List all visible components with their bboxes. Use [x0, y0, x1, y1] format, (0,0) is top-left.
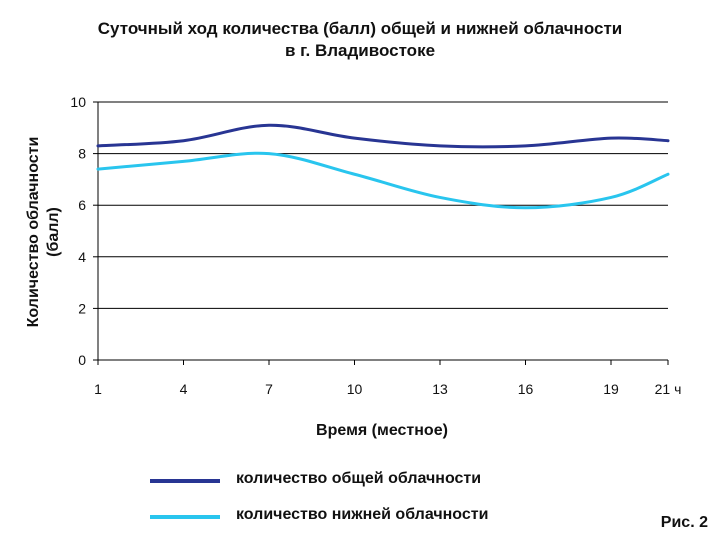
x-tick-label-19: 19 [603, 381, 619, 397]
series-line-low-cloudiness [96, 151, 670, 210]
y-axis-label-line-2: (балл) [45, 207, 62, 257]
y-tick-label-0: 0 [78, 352, 86, 368]
x-tick-label-13: 13 [432, 381, 448, 397]
legend-swatch-low [150, 515, 220, 519]
x-tick-label-16: 16 [518, 381, 534, 397]
series-lines [96, 123, 670, 210]
chart-title-line-2: в г. Владивостоке [284, 41, 436, 60]
y-tick-label-6: 6 [78, 197, 86, 213]
chart-title: Суточный ход количества (балл) общей и н… [0, 18, 720, 62]
x-tick-label-1: 1 [94, 381, 102, 397]
y-tick-label-8: 8 [78, 146, 86, 162]
grid-lines [97, 101, 668, 361]
x-axis-ticks: 1 4 7 10 13 16 19 21 ч [94, 360, 681, 397]
x-tick-label-4: 4 [180, 381, 188, 397]
x-tick-label-10: 10 [347, 381, 363, 397]
chart-title-line-1: Суточный ход количества (балл) общей и н… [97, 19, 623, 38]
legend-label-low: количество нижней облачности [236, 506, 489, 523]
y-tick-label-10: 10 [70, 94, 86, 110]
x-tick-label-21: 21 ч [655, 381, 682, 397]
y-tick-label-4: 4 [78, 249, 86, 265]
x-axis-label: Время (местное) [316, 422, 448, 439]
series-line-total-cloudiness [96, 123, 670, 149]
y-axis-ticks: 0 2 4 6 8 10 [70, 94, 98, 368]
x-tick-label-7: 7 [265, 381, 273, 397]
y-tick-label-2: 2 [78, 300, 86, 316]
legend-swatch-total [150, 479, 220, 483]
figure-label: Рис. 2 [660, 514, 708, 531]
legend-label-total: количество общей облачности [236, 470, 482, 487]
y-axis-label-line-1: Количество облачности [25, 137, 42, 328]
